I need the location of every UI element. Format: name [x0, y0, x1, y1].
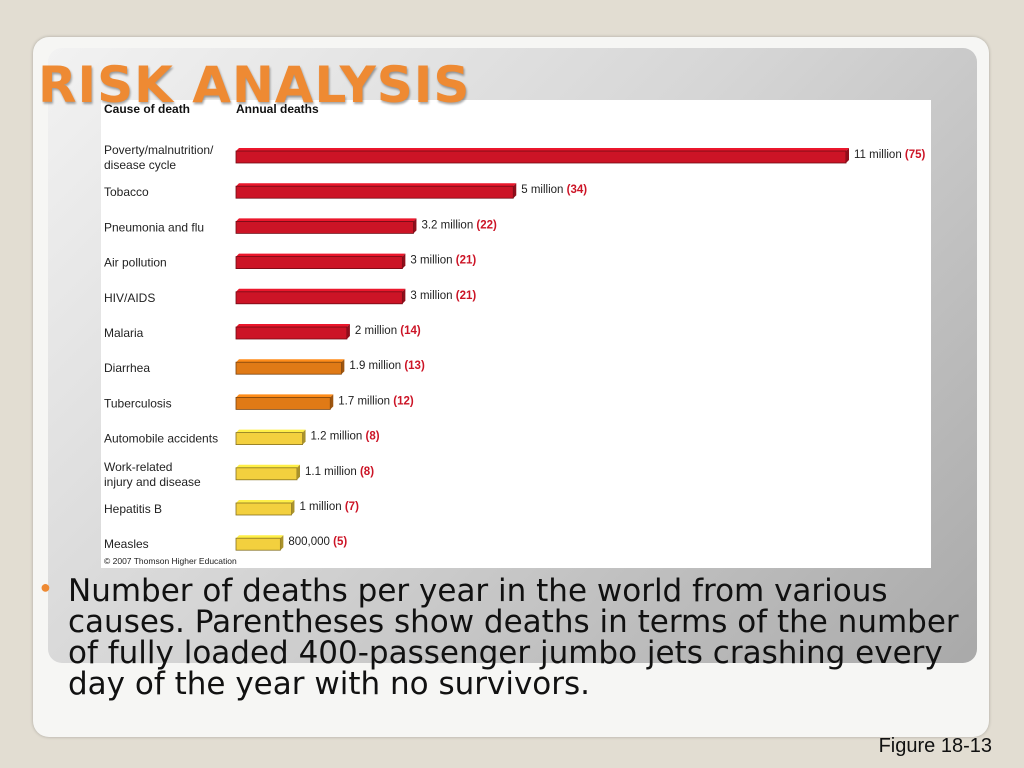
category-label: HIV/AIDS: [104, 291, 155, 305]
bar-top: [236, 288, 406, 292]
bar-top: [236, 324, 350, 327]
category-label: Diarrhea: [104, 361, 150, 375]
bar: [235, 396, 331, 410]
bar: [235, 467, 298, 481]
bar-end: [402, 253, 406, 269]
category-label: Poverty/malnutrition/disease cycle: [104, 143, 214, 172]
caption-text: Number of deaths per year in the world f…: [68, 573, 959, 702]
bar-top: [236, 359, 345, 363]
bar-top: [236, 218, 417, 222]
bar-end: [297, 464, 300, 480]
bar: [235, 221, 414, 234]
bar-end: [341, 359, 345, 375]
category-label: Tuberculosis: [104, 396, 172, 410]
value-label: 11 million (75): [854, 149, 926, 161]
bar-top: [236, 183, 517, 187]
value-label: 3.2 million (22): [421, 219, 497, 231]
bar: [235, 361, 342, 375]
bar: [235, 291, 403, 305]
bar: [235, 326, 348, 340]
bar-end: [330, 394, 334, 410]
bar: [235, 150, 847, 164]
header-annual-deaths: Annual deaths: [236, 102, 319, 116]
figure-label: Figure 18-13: [878, 735, 992, 757]
value-label: 5 million (34): [521, 184, 587, 196]
slide-title: RISK ANALYSIS: [38, 56, 471, 114]
bar-end: [280, 535, 284, 551]
bar-end: [413, 218, 417, 234]
bar-top: [236, 429, 306, 433]
bar-top: [236, 535, 284, 539]
value-label: 1.2 million (8): [311, 431, 380, 443]
value-label: 2 million (14): [355, 325, 421, 337]
category-label: Measles: [104, 537, 149, 551]
category-label: Air pollution: [104, 256, 167, 270]
header-cause-of-death: Cause of death: [104, 102, 190, 116]
bar: [235, 185, 514, 199]
category-label: Hepatitis B: [104, 502, 162, 516]
bar-chart-svg: Cause of death Annual deaths Poverty/malnu…: [104, 102, 926, 566]
copyright-credit: © 2007 Thomson Higher Education: [104, 556, 237, 566]
category-label: Work-related injury and disease: [104, 460, 201, 489]
bar: [235, 537, 281, 551]
category-label: Pneumonia and flu: [104, 220, 204, 234]
category-label: Tobacco: [104, 185, 149, 199]
bar-top: [236, 394, 334, 398]
bar-end: [402, 288, 406, 304]
category-label: Malaria: [104, 326, 144, 340]
bar-end: [513, 183, 517, 199]
value-label: 1.9 million (13): [349, 360, 425, 372]
bar: [235, 256, 403, 270]
bar-top: [236, 500, 295, 503]
bar-end: [291, 500, 295, 515]
bar-end: [302, 429, 306, 445]
bar: [235, 432, 303, 446]
value-label: 3 million (21): [410, 290, 476, 302]
bar-top: [236, 148, 849, 151]
value-label: 800,000 (5): [288, 536, 347, 548]
bullet-icon: ●: [40, 577, 51, 597]
category-label: Automobile accidents: [104, 432, 218, 446]
value-label: 3 million (21): [410, 255, 476, 267]
bar-end: [346, 324, 350, 339]
bar-chart: Cause of death Annual deaths Poverty/malnu…: [101, 100, 931, 568]
value-label: 1.7 million (12): [338, 395, 414, 407]
bar-top: [236, 464, 300, 468]
value-label: 1 million (7): [299, 501, 359, 513]
bar: [235, 502, 292, 516]
bar-top: [236, 253, 406, 257]
bar-end: [846, 148, 849, 163]
value-label: 1.1 million (8): [305, 466, 374, 478]
